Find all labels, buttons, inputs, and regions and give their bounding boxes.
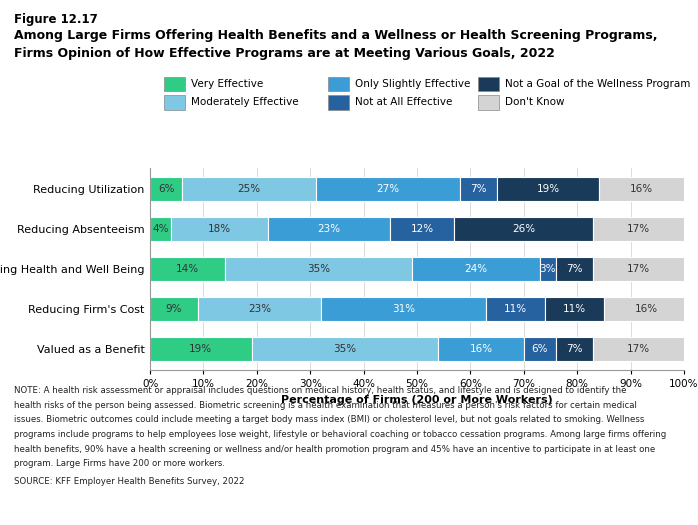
Bar <box>267 217 390 241</box>
Text: programs include programs to help employees lose weight, lifestyle or behavioral: programs include programs to help employ… <box>14 430 666 439</box>
Bar <box>172 217 267 241</box>
Text: NOTE: A health risk assessment or appraisal includes questions on medical histor: NOTE: A health risk assessment or apprai… <box>14 386 627 395</box>
Text: 23%: 23% <box>248 304 271 314</box>
Bar <box>545 297 604 321</box>
Bar <box>599 177 684 201</box>
Text: 17%: 17% <box>627 344 651 354</box>
Bar <box>321 297 487 321</box>
Text: 3%: 3% <box>540 264 556 274</box>
Bar <box>593 257 684 281</box>
Text: 18%: 18% <box>208 224 231 234</box>
Bar <box>556 257 593 281</box>
Text: 35%: 35% <box>334 344 357 354</box>
Bar <box>454 217 593 241</box>
Bar <box>556 337 593 361</box>
Text: Figure 12.17: Figure 12.17 <box>14 13 98 26</box>
Bar <box>315 177 460 201</box>
Text: 12%: 12% <box>411 224 434 234</box>
Text: 26%: 26% <box>512 224 535 234</box>
Text: 19%: 19% <box>189 344 212 354</box>
Text: Firms Opinion of How Effective Programs are at Meeting Various Goals, 2022: Firms Opinion of How Effective Programs … <box>14 47 555 60</box>
Bar <box>497 177 599 201</box>
Text: health risks of the person being assessed. Biometric screening is a health exami: health risks of the person being assesse… <box>14 401 637 410</box>
Text: 25%: 25% <box>237 184 260 194</box>
Text: Not a Goal of the Wellness Program: Not a Goal of the Wellness Program <box>505 79 690 89</box>
Text: 14%: 14% <box>176 264 199 274</box>
Text: 17%: 17% <box>627 264 651 274</box>
Bar <box>150 337 251 361</box>
Bar <box>150 297 198 321</box>
Bar <box>225 257 412 281</box>
Bar <box>150 177 182 201</box>
Text: Very Effective: Very Effective <box>191 79 263 89</box>
Text: program. Large Firms have 200 or more workers.: program. Large Firms have 200 or more wo… <box>14 459 225 468</box>
Text: 27%: 27% <box>376 184 399 194</box>
Text: 31%: 31% <box>392 304 415 314</box>
Bar <box>198 297 321 321</box>
Text: 16%: 16% <box>470 344 493 354</box>
Bar <box>412 257 540 281</box>
Text: 35%: 35% <box>306 264 330 274</box>
Bar <box>460 177 497 201</box>
Text: issues. Biometric outcomes could include meeting a target body mass index (BMI) : issues. Biometric outcomes could include… <box>14 415 644 424</box>
Text: 4%: 4% <box>152 224 169 234</box>
Text: Only Slightly Effective: Only Slightly Effective <box>355 79 470 89</box>
Text: Moderately Effective: Moderately Effective <box>191 97 298 108</box>
Bar <box>182 177 315 201</box>
Text: health benefits, 90% have a health screening or wellness and/or health promotion: health benefits, 90% have a health scree… <box>14 445 655 454</box>
Text: 9%: 9% <box>166 304 182 314</box>
Bar <box>390 217 454 241</box>
Text: 6%: 6% <box>532 344 548 354</box>
Text: Among Large Firms Offering Health Benefits and a Wellness or Health Screening Pr: Among Large Firms Offering Health Benefi… <box>14 29 658 42</box>
Bar <box>150 217 172 241</box>
Bar <box>150 257 225 281</box>
Text: 17%: 17% <box>627 224 651 234</box>
Text: 11%: 11% <box>504 304 528 314</box>
Bar <box>438 337 524 361</box>
Text: 6%: 6% <box>158 184 174 194</box>
Bar <box>540 257 556 281</box>
Text: Not at All Effective: Not at All Effective <box>355 97 452 108</box>
Bar <box>593 217 684 241</box>
Text: 19%: 19% <box>536 184 559 194</box>
Bar <box>593 337 684 361</box>
Text: 7%: 7% <box>470 184 487 194</box>
Text: 7%: 7% <box>566 264 583 274</box>
Text: 11%: 11% <box>563 304 586 314</box>
Text: 7%: 7% <box>566 344 583 354</box>
Bar <box>487 297 545 321</box>
Text: SOURCE: KFF Employer Health Benefits Survey, 2022: SOURCE: KFF Employer Health Benefits Sur… <box>14 477 244 486</box>
Bar <box>524 337 556 361</box>
Text: 24%: 24% <box>464 264 487 274</box>
Text: 16%: 16% <box>630 184 653 194</box>
Text: 23%: 23% <box>318 224 341 234</box>
X-axis label: Percentage of Firms (200 or More Workers): Percentage of Firms (200 or More Workers… <box>281 395 553 405</box>
Text: 16%: 16% <box>635 304 658 314</box>
Bar <box>251 337 438 361</box>
Bar <box>604 297 690 321</box>
Text: Don't Know: Don't Know <box>505 97 564 108</box>
